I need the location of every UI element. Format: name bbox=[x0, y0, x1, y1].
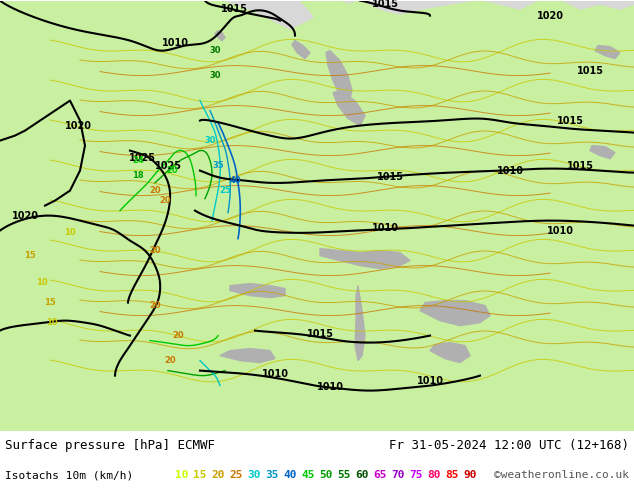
Text: 1020: 1020 bbox=[65, 121, 92, 131]
Text: 30: 30 bbox=[209, 46, 221, 55]
Text: 40: 40 bbox=[283, 470, 297, 480]
Text: 1010: 1010 bbox=[417, 376, 444, 386]
Text: 1010: 1010 bbox=[547, 225, 574, 236]
Polygon shape bbox=[355, 275, 375, 395]
Text: 20: 20 bbox=[159, 196, 171, 205]
Text: 18: 18 bbox=[132, 171, 144, 180]
Text: 1020: 1020 bbox=[536, 11, 564, 21]
Text: 1025: 1025 bbox=[129, 152, 155, 163]
Text: 85: 85 bbox=[445, 470, 459, 480]
Text: 1015: 1015 bbox=[372, 0, 399, 9]
Text: 70: 70 bbox=[391, 470, 404, 480]
Text: 35: 35 bbox=[212, 161, 224, 170]
Text: 24: 24 bbox=[132, 156, 144, 165]
Text: 60: 60 bbox=[355, 470, 369, 480]
Polygon shape bbox=[215, 30, 225, 41]
Text: 65: 65 bbox=[373, 470, 387, 480]
Text: Fr 31-05-2024 12:00 UTC (12+168): Fr 31-05-2024 12:00 UTC (12+168) bbox=[389, 440, 629, 452]
Polygon shape bbox=[300, 0, 395, 131]
Text: 30: 30 bbox=[209, 71, 221, 80]
Text: Surface pressure [hPa] ECMWF: Surface pressure [hPa] ECMWF bbox=[5, 440, 215, 452]
Text: 10: 10 bbox=[175, 470, 189, 480]
Polygon shape bbox=[220, 348, 275, 363]
Text: ©weatheronline.co.uk: ©weatheronline.co.uk bbox=[494, 470, 629, 480]
Text: 1010: 1010 bbox=[372, 222, 399, 233]
Text: 20: 20 bbox=[149, 301, 161, 310]
Text: 1010: 1010 bbox=[261, 368, 288, 379]
Text: 15: 15 bbox=[24, 251, 36, 260]
Text: 15: 15 bbox=[193, 470, 207, 480]
Text: 1015: 1015 bbox=[221, 3, 247, 14]
Text: 1025: 1025 bbox=[155, 161, 182, 171]
Polygon shape bbox=[230, 284, 285, 297]
Text: 30: 30 bbox=[247, 470, 261, 480]
Text: 20: 20 bbox=[166, 166, 178, 175]
Text: 25: 25 bbox=[230, 470, 243, 480]
Polygon shape bbox=[326, 50, 352, 106]
Text: 1010: 1010 bbox=[162, 38, 188, 48]
Text: 1015: 1015 bbox=[377, 172, 403, 182]
Text: 1015: 1015 bbox=[557, 116, 583, 125]
Polygon shape bbox=[595, 46, 620, 59]
Polygon shape bbox=[333, 91, 365, 125]
Polygon shape bbox=[175, 9, 182, 16]
Text: 25: 25 bbox=[219, 186, 231, 195]
Text: 1015: 1015 bbox=[576, 66, 604, 75]
Polygon shape bbox=[292, 41, 310, 59]
Text: 35: 35 bbox=[265, 470, 279, 480]
Text: 20: 20 bbox=[149, 186, 161, 195]
Text: 1010: 1010 bbox=[496, 166, 524, 175]
Text: 75: 75 bbox=[410, 470, 423, 480]
Text: 20: 20 bbox=[149, 246, 161, 255]
Polygon shape bbox=[590, 146, 615, 159]
Polygon shape bbox=[355, 286, 365, 361]
Text: Isotachs 10m (km/h): Isotachs 10m (km/h) bbox=[5, 470, 133, 480]
Polygon shape bbox=[320, 248, 410, 269]
Text: 1015: 1015 bbox=[306, 329, 333, 339]
Polygon shape bbox=[210, 39, 228, 71]
Text: 55: 55 bbox=[337, 470, 351, 480]
Text: 1020: 1020 bbox=[11, 211, 39, 220]
Polygon shape bbox=[55, 6, 95, 25]
Polygon shape bbox=[420, 300, 490, 325]
Text: 40: 40 bbox=[229, 176, 241, 185]
Text: 50: 50 bbox=[320, 470, 333, 480]
Text: 15: 15 bbox=[44, 298, 56, 307]
Polygon shape bbox=[0, 0, 634, 431]
Text: 10: 10 bbox=[46, 318, 58, 327]
Text: 80: 80 bbox=[427, 470, 441, 480]
Text: 1015: 1015 bbox=[567, 161, 593, 171]
Text: 90: 90 bbox=[463, 470, 477, 480]
Polygon shape bbox=[190, 286, 310, 431]
Text: 30: 30 bbox=[204, 136, 216, 145]
Text: 45: 45 bbox=[301, 470, 314, 480]
Text: 20: 20 bbox=[211, 470, 224, 480]
Text: 1010: 1010 bbox=[316, 382, 344, 392]
Polygon shape bbox=[199, 46, 210, 63]
Text: 10: 10 bbox=[36, 278, 48, 287]
Polygon shape bbox=[430, 343, 470, 363]
Text: 20: 20 bbox=[172, 331, 184, 340]
Text: 20: 20 bbox=[164, 356, 176, 365]
Text: 10: 10 bbox=[64, 228, 76, 237]
